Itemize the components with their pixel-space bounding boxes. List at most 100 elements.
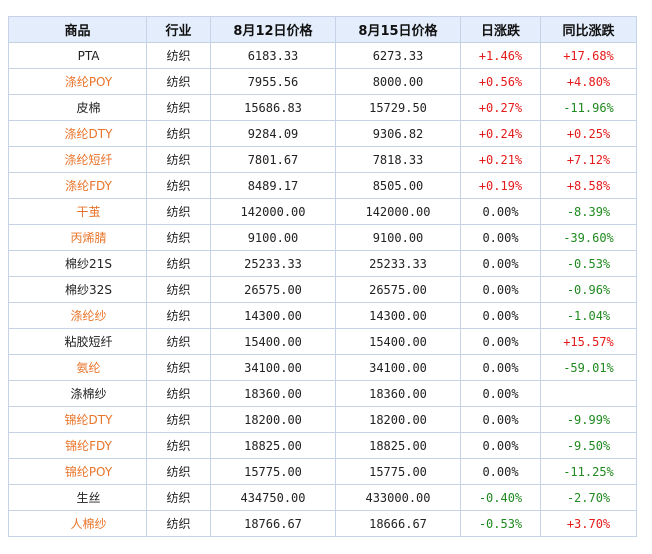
price-aug15-cell: 433000.00 — [335, 484, 461, 511]
daily-change-cell: 0.00% — [460, 302, 541, 329]
price-aug12-cell: 25233.33 — [210, 250, 336, 277]
yoy-change-cell: +4.80% — [540, 68, 637, 95]
yoy-change-cell: -9.50% — [540, 432, 637, 459]
price-aug12-cell: 9284.09 — [210, 120, 336, 147]
price-aug12-cell: 9100.00 — [210, 224, 336, 251]
price-aug12-cell: 26575.00 — [210, 276, 336, 303]
price-aug12-cell: 7955.56 — [210, 68, 336, 95]
table-row: 涤纶纱 纺织 14300.00 14300.00 0.00% -1.04% — [8, 302, 637, 329]
commodity-name-cell: 粘胶短纤 — [8, 328, 147, 355]
table-row: 丙烯腈 纺织 9100.00 9100.00 0.00% -39.60% — [8, 224, 637, 251]
yoy-change-cell: -2.70% — [540, 484, 637, 511]
commodity-name-cell: PTA — [8, 42, 147, 69]
price-aug12-cell: 18825.00 — [210, 432, 336, 459]
price-aug15-cell: 14300.00 — [335, 302, 461, 329]
commodity-name-link[interactable]: 锦纶DTY — [8, 406, 147, 433]
industry-cell: 纺织 — [146, 42, 211, 69]
header-price-aug15: 8月15日价格 — [335, 16, 461, 43]
commodity-name-link[interactable]: 涤纶DTY — [8, 120, 147, 147]
commodity-name-link[interactable]: 涤纶短纤 — [8, 146, 147, 173]
industry-cell: 纺织 — [146, 120, 211, 147]
table-row: 粘胶短纤 纺织 15400.00 15400.00 0.00% +15.57% — [8, 328, 637, 355]
yoy-change-cell: -8.39% — [540, 198, 637, 225]
table-row: 锦纶DTY 纺织 18200.00 18200.00 0.00% -9.99% — [8, 406, 637, 433]
price-aug12-cell: 6183.33 — [210, 42, 336, 69]
industry-cell: 纺织 — [146, 432, 211, 459]
yoy-change-cell: -59.01% — [540, 354, 637, 381]
industry-cell: 纺织 — [146, 302, 211, 329]
industry-cell: 纺织 — [146, 224, 211, 251]
price-aug15-cell: 26575.00 — [335, 276, 461, 303]
header-row: 商品 行业 8月12日价格 8月15日价格 日涨跌 同比涨跌 — [8, 16, 637, 43]
industry-cell: 纺织 — [146, 458, 211, 485]
commodity-name-link[interactable]: 氨纶 — [8, 354, 147, 381]
daily-change-cell: +0.19% — [460, 172, 541, 199]
commodity-name-link[interactable]: 锦纶FDY — [8, 432, 147, 459]
commodity-name-cell: 生丝 — [8, 484, 147, 511]
price-aug12-cell: 8489.17 — [210, 172, 336, 199]
price-aug15-cell: 18200.00 — [335, 406, 461, 433]
yoy-change-cell — [540, 380, 637, 407]
price-aug12-cell: 7801.67 — [210, 146, 336, 173]
table-row: 涤纶短纤 纺织 7801.67 7818.33 +0.21% +7.12% — [8, 146, 637, 173]
price-aug12-cell: 18766.67 — [210, 510, 336, 537]
price-aug15-cell: 8505.00 — [335, 172, 461, 199]
price-aug12-cell: 18200.00 — [210, 406, 336, 433]
table-body: PTA 纺织 6183.33 6273.33 +1.46% +17.68% 涤纶POY 纺织 7… — [8, 42, 637, 537]
price-aug15-cell: 7818.33 — [335, 146, 461, 173]
industry-cell: 纺织 — [146, 484, 211, 511]
yoy-change-cell: -0.53% — [540, 250, 637, 277]
commodity-name-cell: 棉纱21S — [8, 250, 147, 277]
industry-cell: 纺织 — [146, 354, 211, 381]
commodity-name-link[interactable]: 涤纶POY — [8, 68, 147, 95]
table-row: 皮棉 纺织 15686.83 15729.50 +0.27% -11.96% — [8, 94, 637, 121]
table-row: 氨纶 纺织 34100.00 34100.00 0.00% -59.01% — [8, 354, 637, 381]
industry-cell: 纺织 — [146, 276, 211, 303]
price-aug12-cell: 18360.00 — [210, 380, 336, 407]
yoy-change-cell: +17.68% — [540, 42, 637, 69]
header-yoy-change: 同比涨跌 — [540, 16, 637, 43]
daily-change-cell: +0.27% — [460, 94, 541, 121]
price-aug15-cell: 18666.67 — [335, 510, 461, 537]
commodity-name-link[interactable]: 涤纶FDY — [8, 172, 147, 199]
commodity-name-link[interactable]: 涤纶纱 — [8, 302, 147, 329]
daily-change-cell: +1.46% — [460, 42, 541, 69]
table-row: 人棉纱 纺织 18766.67 18666.67 -0.53% +3.70% — [8, 510, 637, 537]
yoy-change-cell: +15.57% — [540, 328, 637, 355]
daily-change-cell: 0.00% — [460, 354, 541, 381]
commodity-name-cell: 棉纱32S — [8, 276, 147, 303]
price-aug15-cell: 142000.00 — [335, 198, 461, 225]
price-aug15-cell: 15400.00 — [335, 328, 461, 355]
table-header: 商品 行业 8月12日价格 8月15日价格 日涨跌 同比涨跌 — [8, 16, 637, 43]
price-aug12-cell: 15775.00 — [210, 458, 336, 485]
yoy-change-cell: +3.70% — [540, 510, 637, 537]
industry-cell: 纺织 — [146, 510, 211, 537]
industry-cell: 纺织 — [146, 250, 211, 277]
price-aug15-cell: 15775.00 — [335, 458, 461, 485]
yoy-change-cell: -9.99% — [540, 406, 637, 433]
price-aug15-cell: 15729.50 — [335, 94, 461, 121]
price-aug12-cell: 34100.00 — [210, 354, 336, 381]
industry-cell: 纺织 — [146, 328, 211, 355]
daily-change-cell: +0.21% — [460, 146, 541, 173]
price-aug15-cell: 34100.00 — [335, 354, 461, 381]
industry-cell: 纺织 — [146, 68, 211, 95]
yoy-change-cell: -1.04% — [540, 302, 637, 329]
commodity-price-table: 商品 行业 8月12日价格 8月15日价格 日涨跌 同比涨跌 PTA 纺织 6183… — [8, 16, 637, 537]
yoy-change-cell: -39.60% — [540, 224, 637, 251]
commodity-name-link[interactable]: 丙烯腈 — [8, 224, 147, 251]
daily-change-cell: 0.00% — [460, 250, 541, 277]
header-commodity: 商品 — [8, 16, 147, 43]
commodity-name-link[interactable]: 人棉纱 — [8, 510, 147, 537]
commodity-name-link[interactable]: 锦纶POY — [8, 458, 147, 485]
daily-change-cell: 0.00% — [460, 276, 541, 303]
daily-change-cell: 0.00% — [460, 198, 541, 225]
daily-change-cell: 0.00% — [460, 432, 541, 459]
price-aug15-cell: 25233.33 — [335, 250, 461, 277]
commodity-name-link[interactable]: 干茧 — [8, 198, 147, 225]
daily-change-cell: -0.53% — [460, 510, 541, 537]
commodity-name-cell: 涤棉纱 — [8, 380, 147, 407]
daily-change-cell: 0.00% — [460, 380, 541, 407]
daily-change-cell: 0.00% — [460, 458, 541, 485]
price-aug15-cell: 6273.33 — [335, 42, 461, 69]
